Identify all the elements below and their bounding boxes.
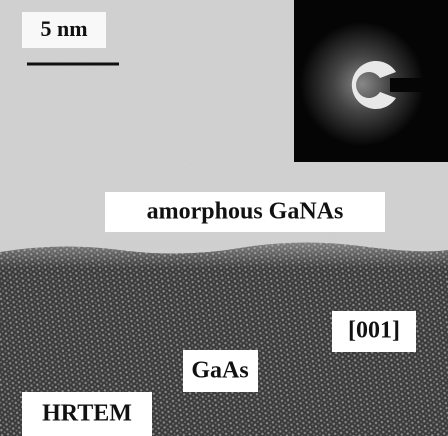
method-label: HRTEM	[42, 401, 132, 427]
substrate-label: GaAs	[191, 358, 248, 384]
micrograph: 5 nm amorphous GaNAs GaAs [001] HRTEM	[0, 0, 448, 436]
direction-label: [001]	[348, 318, 400, 344]
scale-label: 5 nm	[40, 16, 87, 41]
amorphous-label: amorphous GaNAs	[147, 199, 344, 225]
beam-stop	[390, 78, 448, 92]
interface	[0, 238, 448, 268]
